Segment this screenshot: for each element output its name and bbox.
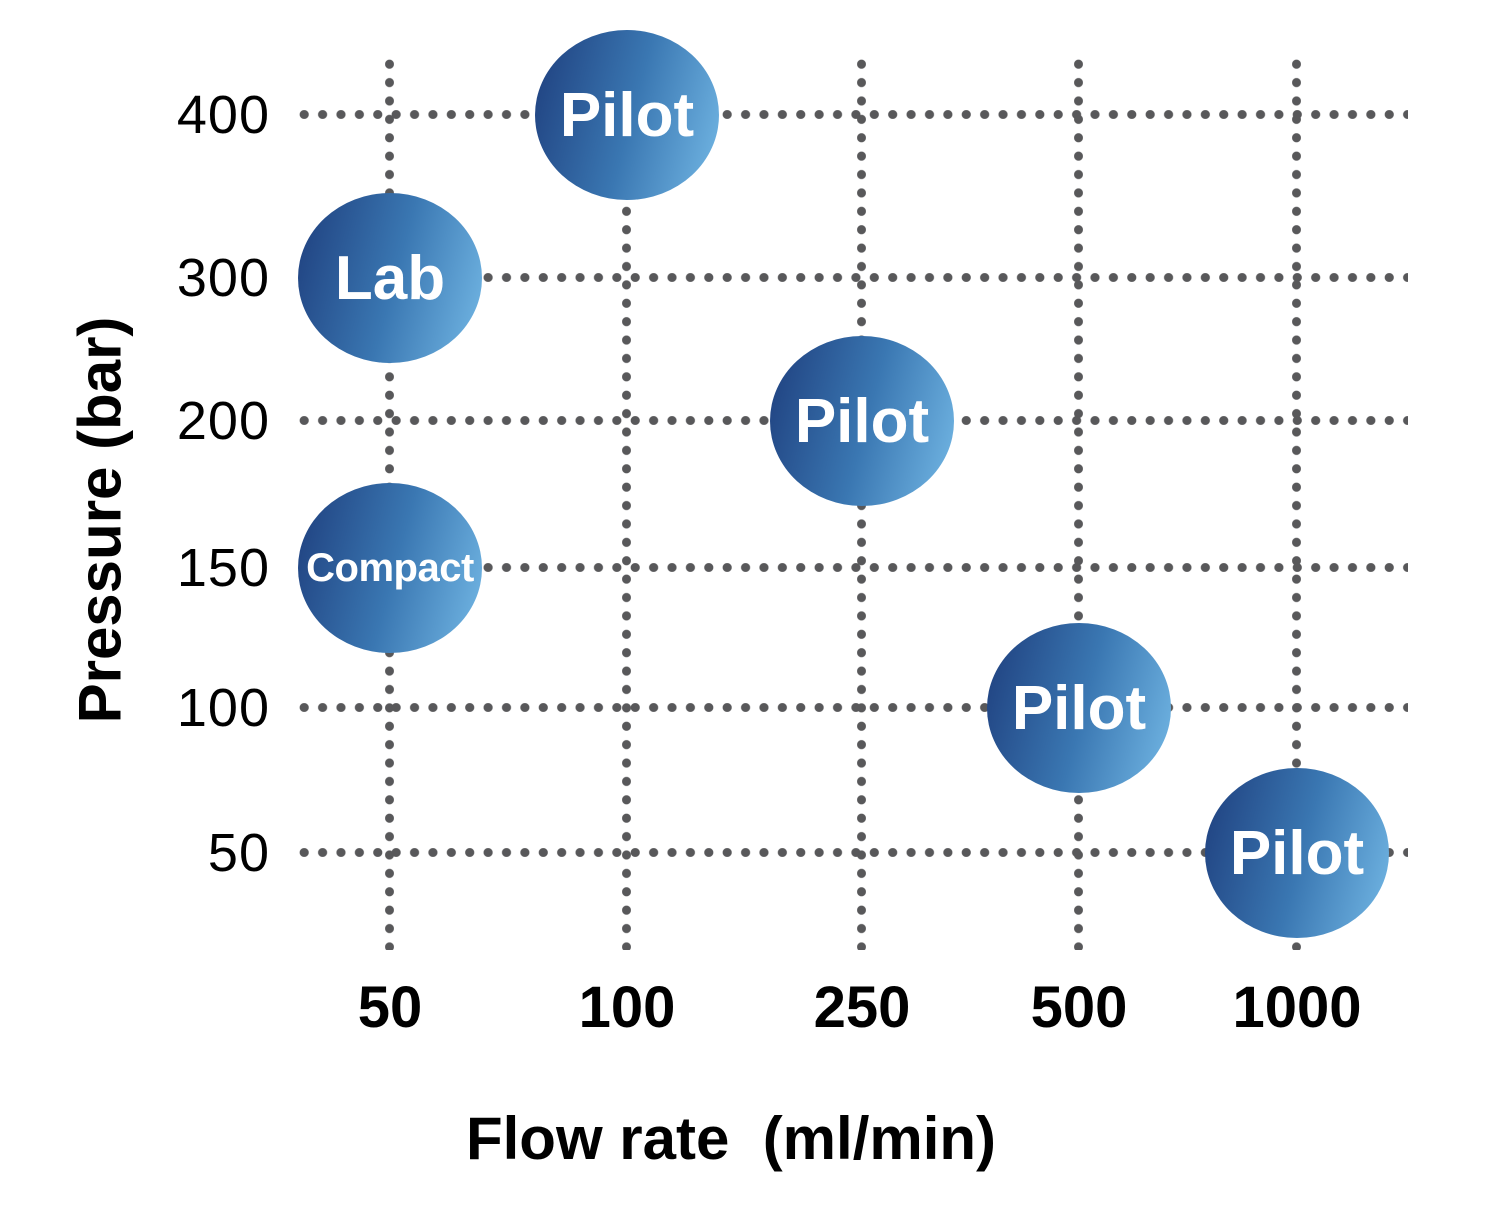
x-tick-label-100: 100 (578, 975, 676, 1040)
x-tick-label-250: 250 (813, 975, 911, 1040)
y-axis-title: Pressure (bar) (66, 316, 134, 724)
bubble-lab-50ml: Lab (298, 193, 482, 363)
y-tick-label-200: 200 (176, 391, 270, 451)
y-tick-label-100: 100 (176, 678, 270, 738)
y-tick-label-50: 50 (207, 823, 270, 883)
gridline-horizontal-100 (295, 703, 1408, 713)
x-tick-label-50: 50 (357, 975, 423, 1040)
y-tick-label-300: 300 (176, 248, 270, 308)
gridline-horizontal-50 (295, 848, 1408, 858)
bubble-pilot-250ml: Pilot (770, 336, 954, 506)
bubble-pilot-500ml: Pilot (987, 623, 1171, 793)
bubble-label: Pilot (1229, 818, 1365, 888)
x-tick-label-1000: 1000 (1232, 975, 1362, 1040)
bubble-label: Lab (334, 243, 446, 313)
x-axis-title: Flow rate (ml/min) (465, 1105, 997, 1172)
gridline-vertical-100 (622, 55, 632, 950)
bubble-label: Pilot (559, 80, 695, 150)
gridline-vertical-1000 (1292, 55, 1302, 950)
gridline-horizontal-150 (295, 563, 1408, 573)
gridline-horizontal-400 (295, 110, 1408, 120)
bubble-compact-50ml: Compact (298, 483, 482, 653)
bubble-label: Compact (306, 545, 474, 590)
gridline-horizontal-300 (295, 273, 1408, 283)
x-tick-label-500: 500 (1030, 975, 1128, 1040)
y-tick-label-150: 150 (176, 538, 270, 598)
gridline-vertical-500 (1074, 55, 1084, 950)
y-tick-label-400: 400 (176, 85, 270, 145)
bubble-pilot-100ml: Pilot (535, 30, 719, 200)
bubble-label: Pilot (1011, 673, 1147, 743)
bubble-pilot-1000ml: Pilot (1205, 768, 1389, 938)
bubble-label: Pilot (794, 386, 930, 456)
